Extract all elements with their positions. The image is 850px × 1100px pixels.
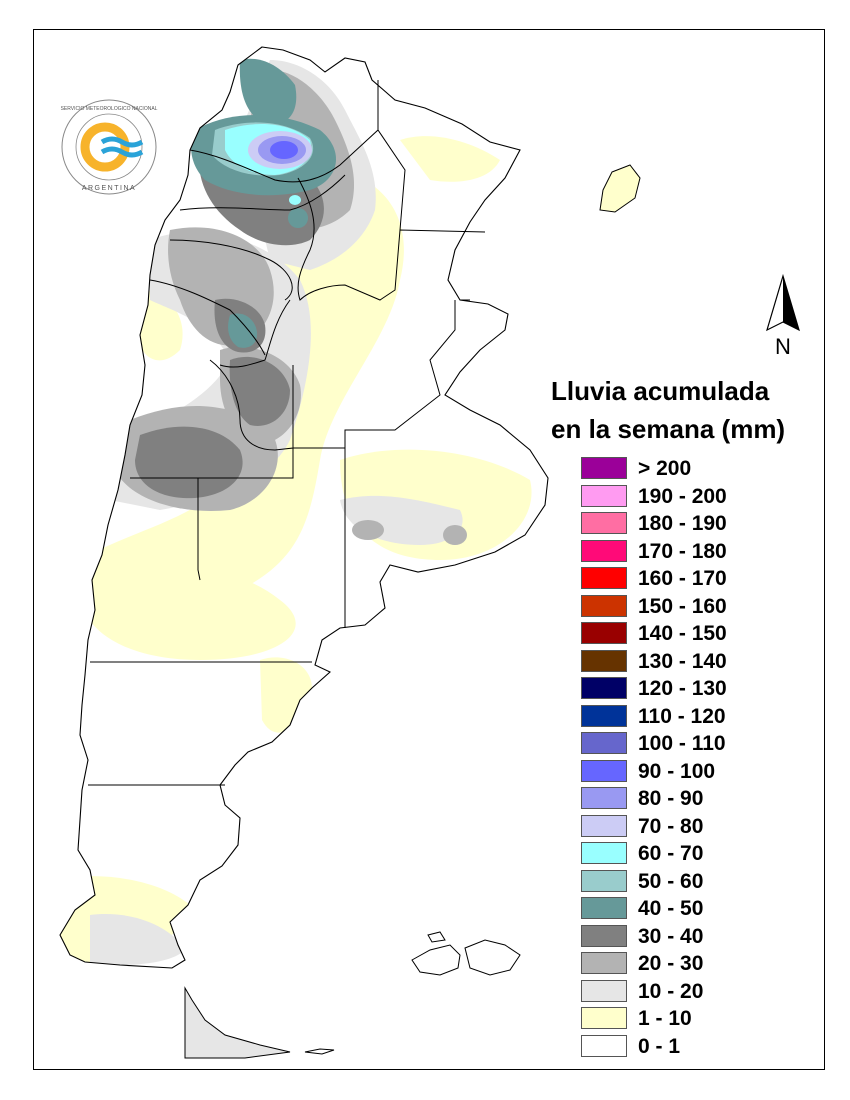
north-label: N <box>775 334 791 359</box>
legend-label: 110 - 120 <box>638 704 726 728</box>
logo-ring-text: SERVICIO METEOROLOGICO NACIONAL <box>61 106 158 112</box>
isla-estados <box>304 1048 335 1055</box>
logo-wave-icon <box>100 136 144 148</box>
legend-label: 1 - 10 <box>638 1007 692 1030</box>
legend-title: Lluvia acumulada en la semana (mm) <box>551 372 821 448</box>
north-arrow: N <box>758 272 808 362</box>
legend-label: 70 - 80 <box>638 814 704 838</box>
legend-item: 30 - 40 <box>581 924 781 949</box>
legend-item: 120 - 130 <box>581 677 781 701</box>
legend-label: 80 - 90 <box>638 787 704 810</box>
legend-swatch <box>581 924 627 947</box>
logo-sun-icon <box>80 122 130 172</box>
legend-item: 1 - 10 <box>581 1007 781 1031</box>
legend-swatch <box>581 512 627 534</box>
legend-swatch <box>581 484 627 507</box>
legend-title-line1: Lluvia acumulada <box>551 376 770 406</box>
logo-country-text: ARGENTINA <box>82 185 136 192</box>
legend-label: 0 - 1 <box>638 1034 681 1058</box>
legend-swatch <box>581 814 627 837</box>
legend-item: 60 - 70 <box>581 842 781 866</box>
legend-label: 60 - 70 <box>638 842 704 865</box>
legend-swatch <box>581 897 627 919</box>
legend-item: 50 - 60 <box>581 869 781 894</box>
legend-swatch <box>581 1007 627 1029</box>
province-borders <box>88 80 486 786</box>
legend-item: 110 - 120 <box>581 704 781 729</box>
misiones-province <box>599 164 641 213</box>
legend-label: 190 - 200 <box>638 484 727 508</box>
legend-swatch <box>581 1034 627 1057</box>
legend-label: 120 - 130 <box>638 677 727 700</box>
legend-label: > 200 <box>638 457 692 480</box>
legend-swatch <box>581 649 627 672</box>
legend-item: 70 - 80 <box>581 814 781 839</box>
legend-item: 40 - 50 <box>581 897 781 921</box>
legend-swatch <box>581 759 627 782</box>
rainfall-shading <box>60 58 532 965</box>
legend-swatch <box>581 594 627 617</box>
legend-item: 170 - 180 <box>581 539 781 564</box>
legend-item: 150 - 160 <box>581 594 781 619</box>
legend-label: 40 - 50 <box>638 897 704 920</box>
legend-item: 100 - 110 <box>581 732 781 756</box>
legend-item: 10 - 20 <box>581 979 781 1004</box>
legend-label: 150 - 160 <box>638 594 727 618</box>
legend-label: 170 - 180 <box>638 539 727 563</box>
legend-label: 100 - 110 <box>638 732 726 755</box>
argentina-border <box>59 46 549 969</box>
legend-item: 190 - 200 <box>581 484 781 509</box>
legend-label: 20 - 30 <box>638 952 704 975</box>
legend-swatch <box>581 457 627 479</box>
legend-label: 140 - 150 <box>638 622 727 645</box>
legend-label: 10 - 20 <box>638 979 704 1003</box>
legend-swatch <box>581 704 627 727</box>
legend-label: 130 - 140 <box>638 649 727 673</box>
legend-item: 20 - 30 <box>581 952 781 976</box>
legend-label: 180 - 190 <box>638 512 727 535</box>
legend-swatch <box>581 622 627 644</box>
legend-swatch <box>581 787 627 809</box>
legend-swatch <box>581 732 627 754</box>
legend-label: 50 - 60 <box>638 869 704 893</box>
smn-logo: SERVICIO METEOROLOGICO NACIONAL ARGENTIN… <box>60 98 158 196</box>
tierra-del-fuego <box>184 986 291 1059</box>
legend-label: 90 - 100 <box>638 759 716 783</box>
legend-item: 80 - 90 <box>581 787 781 811</box>
legend-item: 160 - 170 <box>581 567 781 591</box>
legend-item: 90 - 100 <box>581 759 781 784</box>
legend-swatch <box>581 677 627 699</box>
legend-item: 0 - 1 <box>581 1034 781 1059</box>
legend-swatch <box>581 869 627 892</box>
legend-swatch <box>581 539 627 562</box>
legend-label: 160 - 170 <box>638 567 727 590</box>
legend-item: > 200 <box>581 457 781 481</box>
malvinas-islands <box>411 931 521 976</box>
legend-item: 180 - 190 <box>581 512 781 536</box>
legend-swatch <box>581 979 627 1002</box>
legend-swatch <box>581 842 627 864</box>
legend-swatch <box>581 567 627 589</box>
legend-item: 140 - 150 <box>581 622 781 646</box>
legend-title-line2: en la semana (mm) <box>551 414 786 444</box>
legend-swatch <box>581 952 627 974</box>
legend-item: 130 - 140 <box>581 649 781 674</box>
legend-label: 30 - 40 <box>638 924 704 948</box>
mainland-argentina <box>59 46 641 969</box>
